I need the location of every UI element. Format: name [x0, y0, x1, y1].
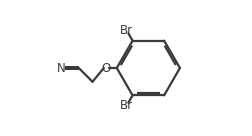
Text: Br: Br	[120, 99, 133, 112]
Text: Br: Br	[120, 24, 133, 37]
Text: N: N	[57, 61, 65, 75]
Text: O: O	[101, 61, 110, 75]
